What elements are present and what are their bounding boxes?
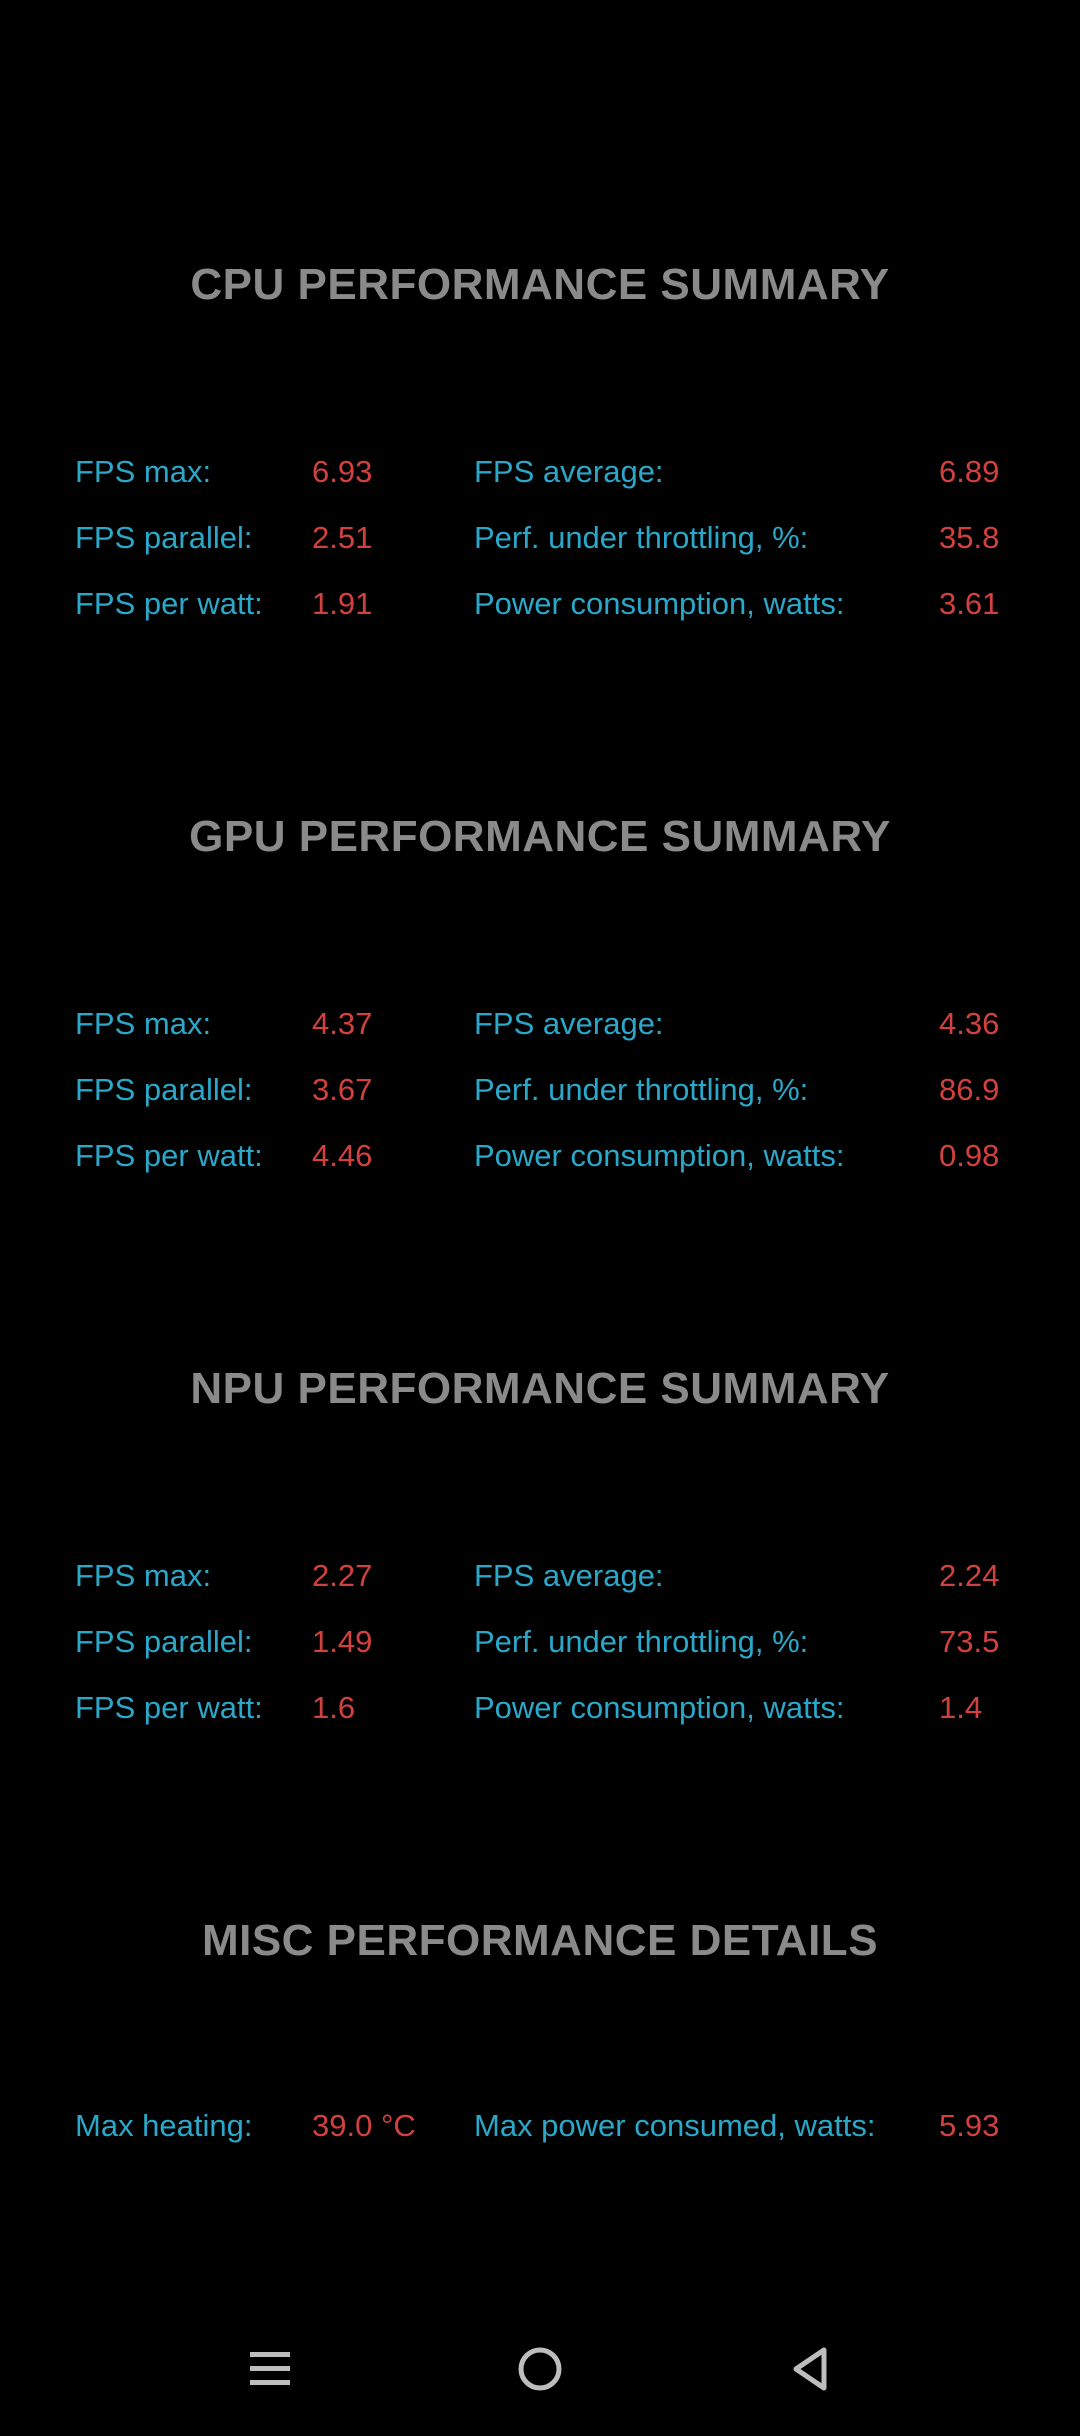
label: Power consumption, watts: [474,1690,845,1725]
value: 4.36 [939,1006,1000,1041]
misc-section-title: MISC PERFORMANCE DETAILS [201,1916,879,1965]
label: FPS parallel: [75,520,253,555]
value: 35.8 [939,520,1000,555]
value: 4.37 [312,1006,373,1041]
gpu-row-fps-max: FPS max: 4.37 FPS average: 4.36 [0,994,1080,1054]
value: 73.5 [939,1624,1000,1659]
npu-row-fps-max: FPS max: 2.27 FPS average: 2.24 [0,1546,1080,1606]
label: Perf. under throttling, %: [474,1072,809,1107]
label: FPS per watt: [75,586,263,621]
label: FPS parallel: [75,1072,253,1107]
label: FPS max: [75,1006,212,1041]
value: 5.93 [939,2108,1000,2143]
back-button[interactable] [765,2324,855,2414]
npu-row-fps-per-watt: FPS per watt: 1.6 Power consumption, wat… [0,1678,1080,1738]
label: FPS max: [75,1558,212,1593]
system-navigation-bar [0,2300,1080,2436]
value: 3.67 [312,1072,373,1107]
back-triangle-icon [793,2347,827,2391]
recents-button[interactable] [225,2324,315,2414]
gpu-row-fps-per-watt: FPS per watt: 4.46 Power consumption, wa… [0,1126,1080,1186]
value: 1.91 [312,586,373,621]
value: 1.4 [939,1690,983,1725]
value: 39.0 °C [312,2108,416,2143]
value: 2.51 [312,520,373,555]
home-circle-icon [518,2347,562,2391]
label: FPS max: [75,454,212,489]
cpu-row-fps-max: FPS max: 6.93 FPS average: 6.89 [0,442,1080,502]
label: Perf. under throttling, %: [474,1624,809,1659]
home-button[interactable] [495,2324,585,2414]
cpu-row-fps-parallel: FPS parallel: 2.51 Perf. under throttlin… [0,508,1080,568]
label: FPS parallel: [75,1624,253,1659]
label: Max heating: [75,2108,253,2143]
label: FPS per watt: [75,1690,263,1725]
value: 86.9 [939,1072,1000,1107]
misc-row-heating-power: Max heating: 39.0 °C Max power consumed,… [0,2096,1080,2156]
cpu-section-title: CPU PERFORMANCE SUMMARY [190,260,890,309]
npu-row-fps-parallel: FPS parallel: 1.49 Perf. under throttlin… [0,1612,1080,1672]
value: 6.93 [312,454,373,489]
value: 2.27 [312,1558,373,1593]
label: Power consumption, watts: [474,586,845,621]
label: FPS average: [474,1006,664,1041]
label: Perf. under throttling, %: [474,520,809,555]
value: 2.24 [939,1558,1000,1593]
value: 0.98 [939,1138,1000,1173]
label: FPS average: [474,1558,664,1593]
gpu-section-title: GPU PERFORMANCE SUMMARY [189,812,891,861]
menu-icon [250,2352,290,2385]
label: Power consumption, watts: [474,1138,845,1173]
value: 3.61 [939,586,1000,621]
value: 1.6 [312,1690,356,1725]
label: FPS average: [474,454,664,489]
label: Max power consumed, watts: [474,2108,876,2143]
label: FPS per watt: [75,1138,263,1173]
cpu-row-fps-per-watt: FPS per watt: 1.91 Power consumption, wa… [0,574,1080,634]
npu-section-title: NPU PERFORMANCE SUMMARY [190,1364,890,1413]
value: 6.89 [939,454,1000,489]
value: 1.49 [312,1624,373,1659]
gpu-row-fps-parallel: FPS parallel: 3.67 Perf. under throttlin… [0,1060,1080,1120]
value: 4.46 [312,1138,373,1173]
